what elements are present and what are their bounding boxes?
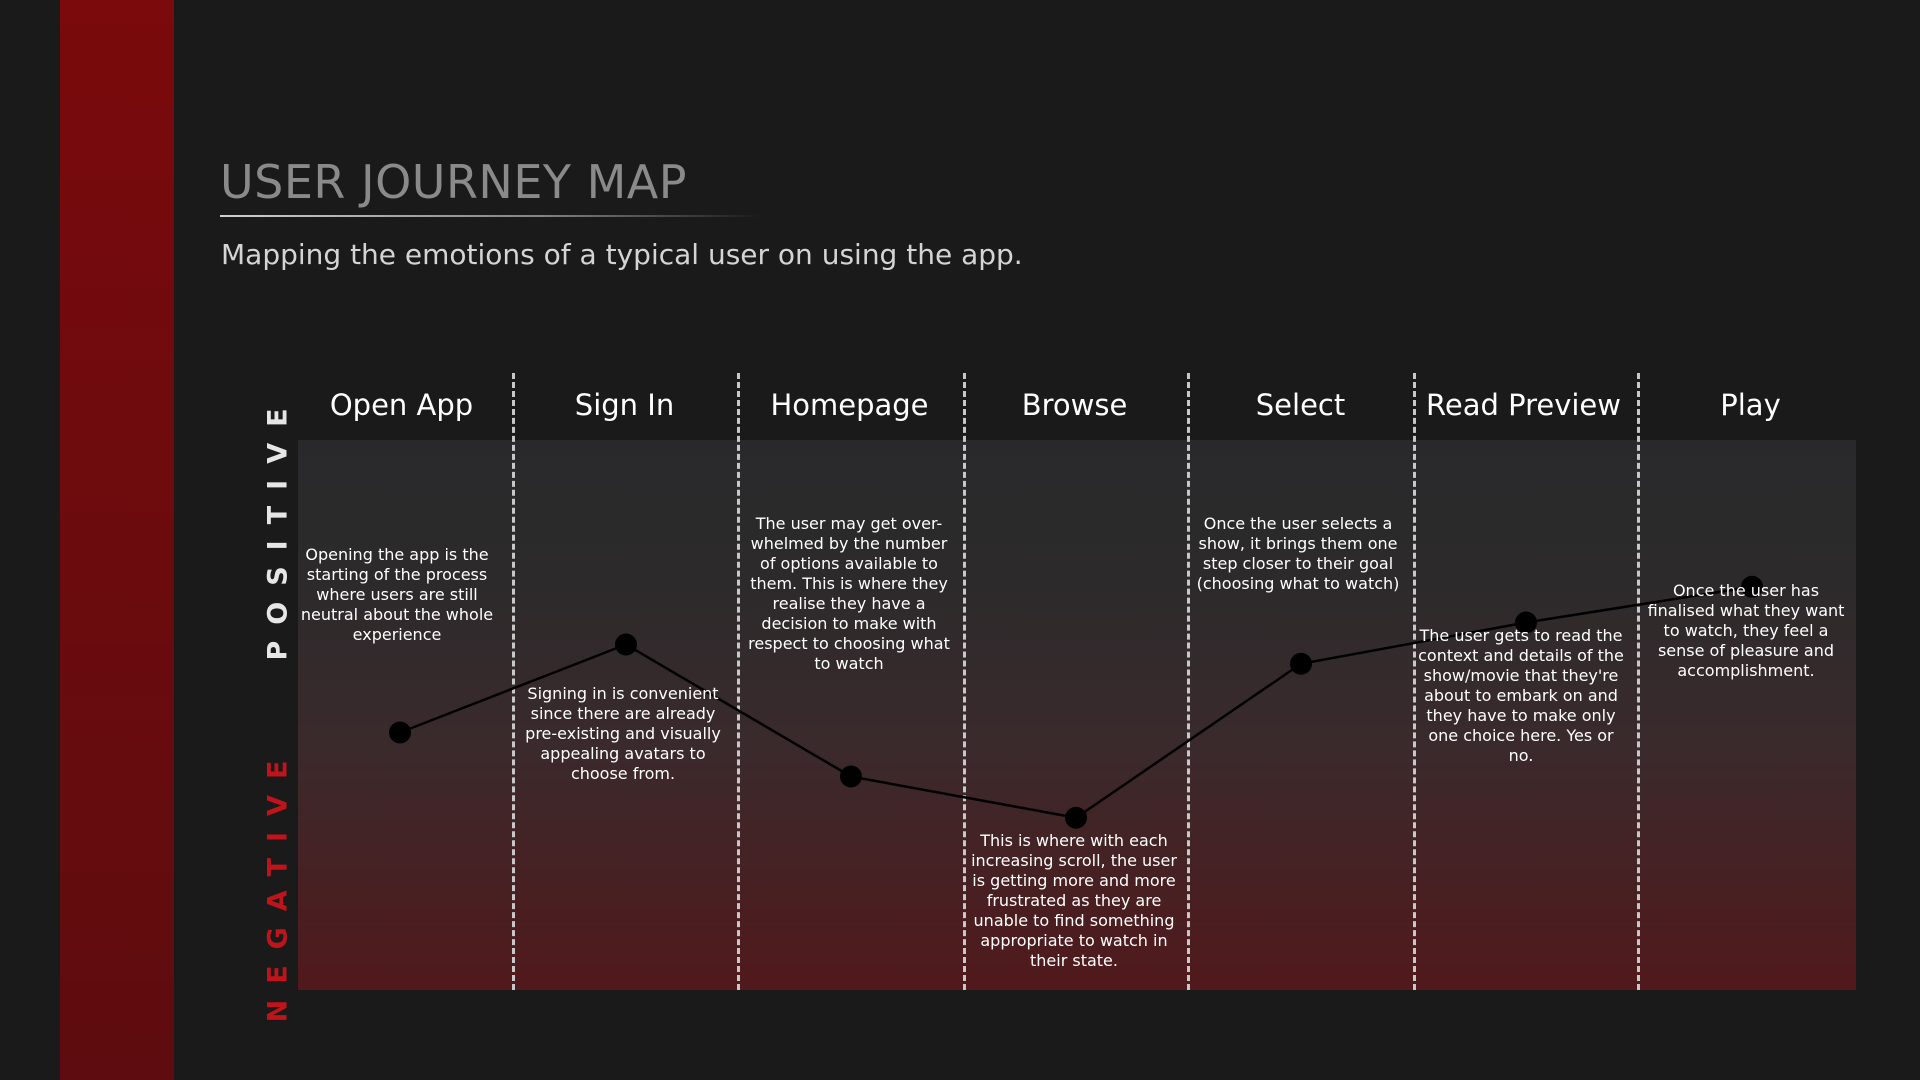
accent-sidebar: [60, 0, 174, 1080]
emotion-point-sign-in: [615, 633, 637, 656]
stage-note-play: Once the user has finalised what they wa…: [1647, 581, 1845, 680]
stage-label-browse: Browse: [1021, 388, 1128, 422]
stage-divider: [1637, 373, 1640, 990]
emotion-point-play: [1741, 575, 1763, 598]
stage-divider: [1413, 373, 1416, 990]
stage-note-open-app: Opening the app is the starting of the p…: [300, 545, 494, 644]
stage-label-sign-in: Sign In: [574, 388, 675, 422]
page-subtitle: Mapping the emotions of a typical user o…: [221, 238, 1023, 271]
title-underline: [220, 215, 760, 217]
stage-divider: [963, 373, 966, 990]
emotion-point-homepage: [840, 765, 862, 788]
stage-label-homepage: Homepage: [770, 388, 929, 422]
stage-divider: [737, 373, 740, 990]
stage-label-open-app: Open App: [329, 388, 474, 422]
stage-label-play: Play: [1720, 388, 1781, 422]
stage-note-select: Once the user selects a show, it brings …: [1196, 514, 1400, 593]
stage-note-homepage: The user may get over-whelmed by the num…: [748, 514, 950, 673]
stage-label-select: Select: [1255, 388, 1346, 422]
emotion-panel: [298, 440, 1856, 990]
emotion-point-browse: [1065, 806, 1087, 829]
emotion-points: [389, 575, 1763, 829]
stage-divider: [1187, 373, 1190, 990]
stage-note-sign-in: Signing in is convenient since there are…: [525, 684, 721, 783]
stage-label-read-preview: Read Preview: [1426, 388, 1621, 422]
stage-note-browse: This is where with each increasing scrol…: [971, 831, 1177, 970]
emotion-point-open-app: [389, 721, 411, 744]
stage-note-read-preview: The user gets to read the context and de…: [1418, 626, 1624, 765]
stage-divider: [512, 373, 515, 990]
page-title: USER JOURNEY MAP: [220, 155, 688, 209]
emotion-point-read-preview: [1515, 611, 1537, 634]
emotion-point-select: [1290, 652, 1312, 675]
